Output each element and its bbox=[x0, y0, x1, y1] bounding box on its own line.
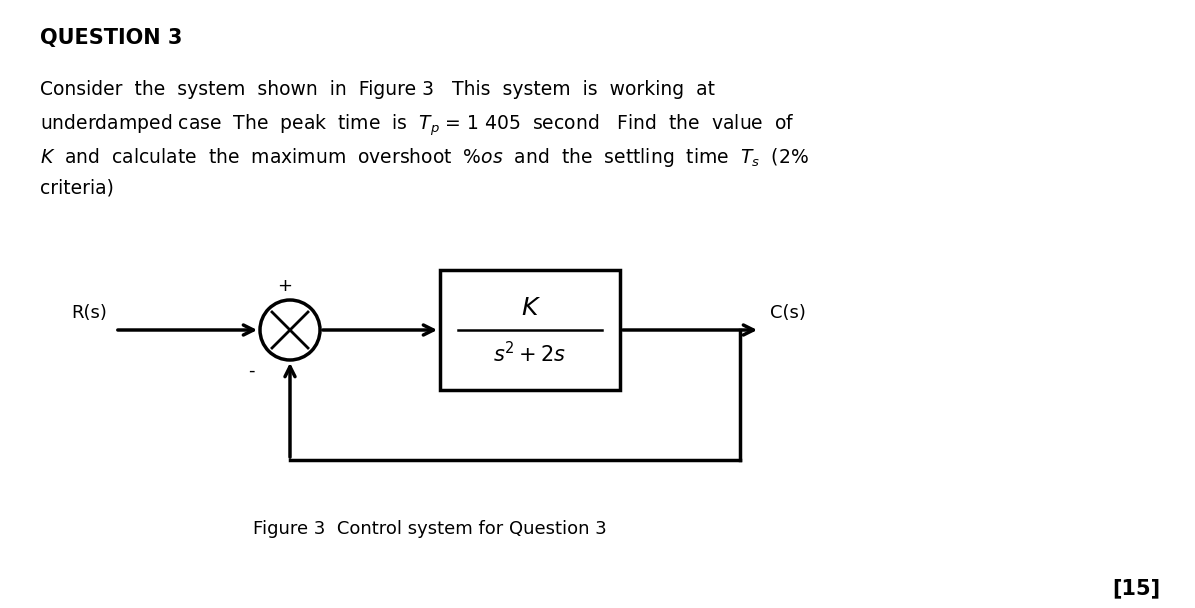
Text: [15]: [15] bbox=[1111, 578, 1160, 598]
Text: Figure 3  Control system for Question 3: Figure 3 Control system for Question 3 bbox=[253, 520, 607, 538]
Text: C(s): C(s) bbox=[770, 304, 805, 322]
Text: QUESTION 3: QUESTION 3 bbox=[39, 28, 183, 48]
Text: -: - bbox=[249, 362, 255, 380]
Text: underdamped case  The  peak  time  is  $T_p$ = 1 405  second   Find  the  value : underdamped case The peak time is $T_p$ … bbox=[39, 113, 795, 139]
Text: +: + bbox=[277, 277, 293, 295]
Text: R(s): R(s) bbox=[72, 304, 108, 322]
Text: K: K bbox=[522, 296, 538, 320]
Text: Consider  the  system  shown  in  Figure 3   This  system  is  working  at: Consider the system shown in Figure 3 Th… bbox=[39, 80, 715, 99]
Text: $K$  and  calculate  the  maximum  overshoot  $\%os$  and  the  settling  time  : $K$ and calculate the maximum overshoot … bbox=[39, 146, 809, 169]
Bar bbox=[440, 270, 620, 390]
Text: $s^2 + 2s$: $s^2 + 2s$ bbox=[494, 342, 566, 367]
Text: criteria): criteria) bbox=[39, 179, 114, 198]
